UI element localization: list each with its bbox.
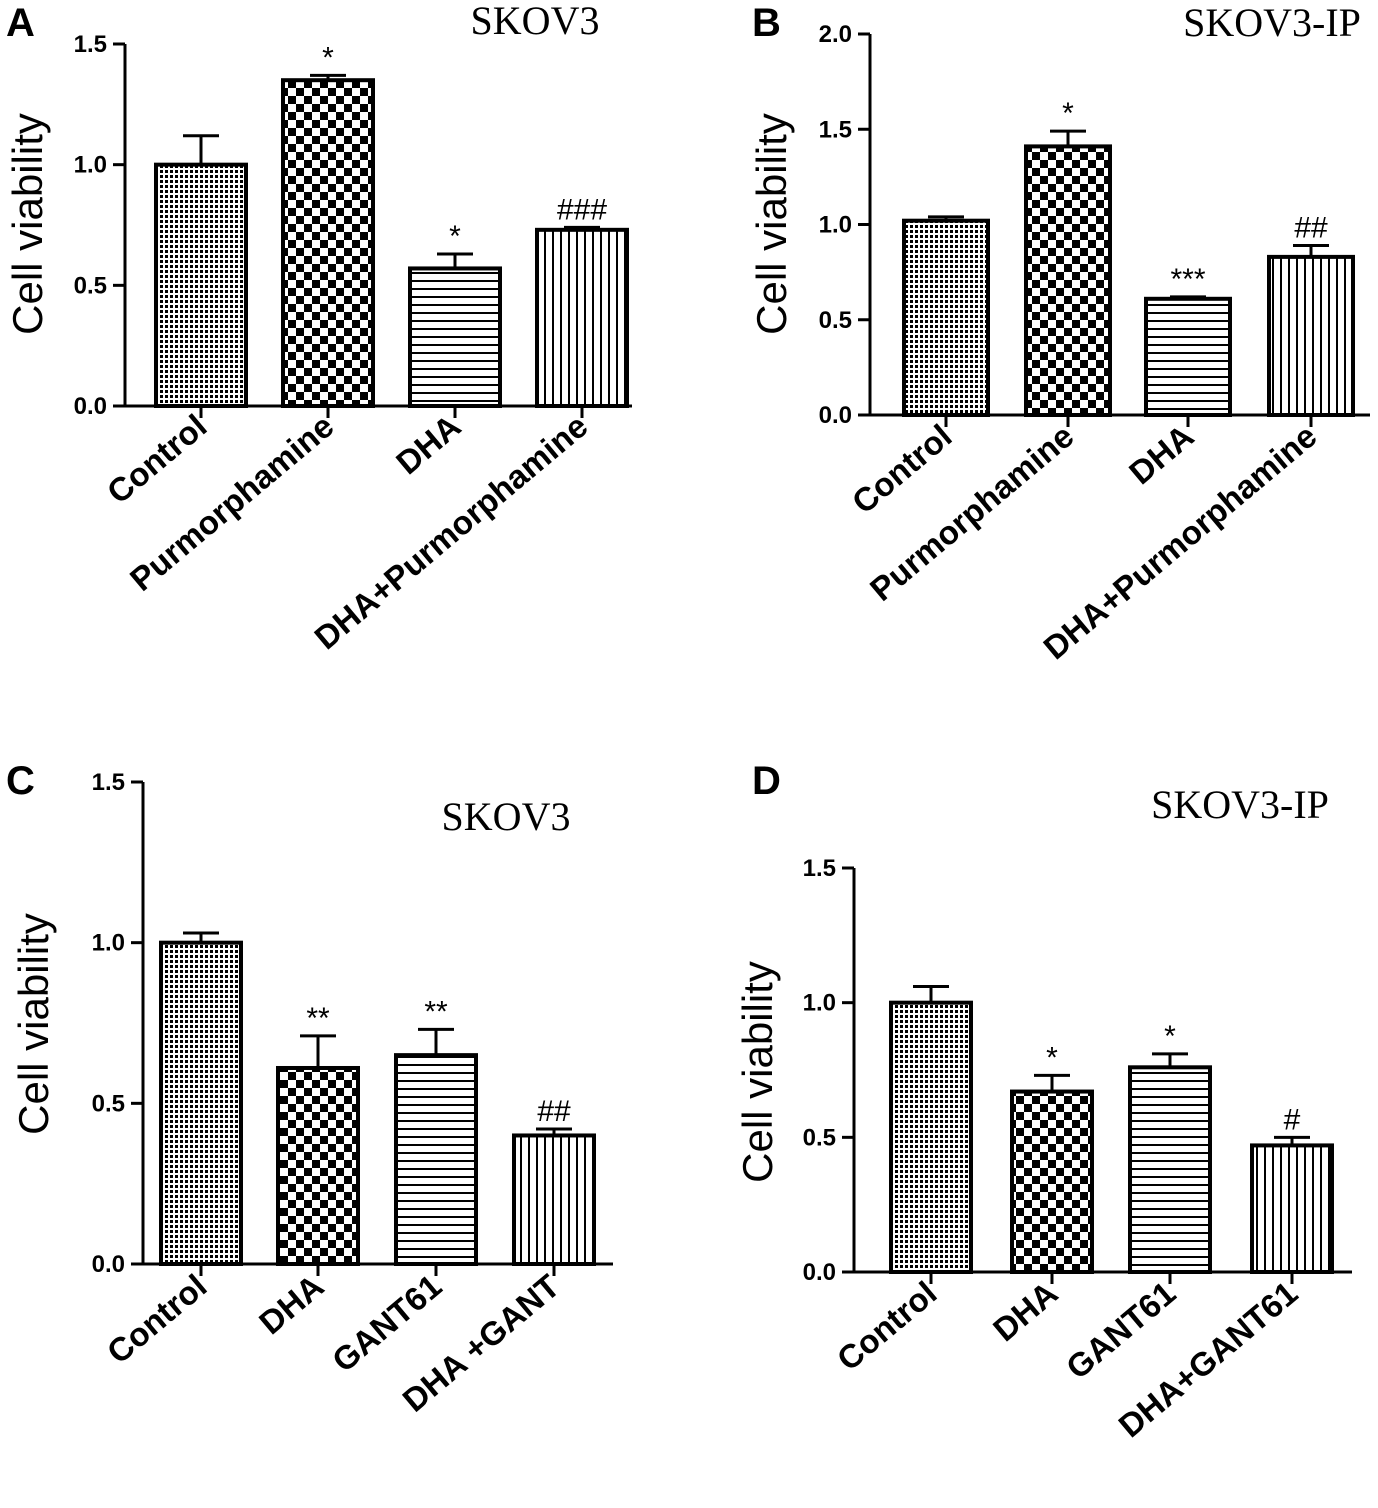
y-tick-label: 0.0 — [803, 1259, 836, 1286]
bar-2 — [281, 78, 375, 408]
significance-label: ** — [424, 995, 448, 1028]
significance-label: * — [449, 220, 461, 253]
bar-1 — [889, 1000, 973, 1275]
bar-3 — [1128, 1065, 1212, 1274]
y-tick-label: 0.5 — [74, 272, 107, 299]
y-tick-label: 0.0 — [819, 402, 852, 429]
y-tick-label: 0.0 — [74, 393, 107, 420]
significance-label: * — [1046, 1041, 1058, 1074]
y-axis-label: Cell viability — [4, 113, 51, 335]
x-tick-label: GANT61 — [1059, 1274, 1183, 1386]
panel-letter: C — [6, 759, 35, 803]
significance-label: *** — [1170, 263, 1205, 296]
y-tick-label: 1.5 — [74, 31, 107, 58]
chart-title: SKOV3 — [471, 0, 600, 43]
chart-title: SKOV3 — [442, 794, 571, 839]
bar-2 — [1024, 144, 1112, 418]
y-tick-label: 1.0 — [74, 152, 107, 179]
x-tick-label: Control — [845, 417, 959, 521]
x-tick-label: Purmorphamine — [863, 417, 1081, 608]
y-tick-label: 0.5 — [819, 307, 852, 334]
bar-2 — [1010, 1089, 1094, 1274]
y-tick-label: 1.0 — [92, 930, 125, 957]
panel-letter: A — [6, 1, 35, 45]
chart-panel-a: A SKOV3 Cell viability 0.0 0.5 1.0 1.5 Control *… — [4, 0, 632, 656]
x-tick-label: DHA — [389, 407, 468, 481]
y-tick-label: 1.5 — [819, 116, 852, 143]
x-tick-label: DHA — [1122, 417, 1201, 491]
bar-2 — [276, 1065, 360, 1267]
bar-1 — [159, 940, 243, 1267]
y-tick-label: 0.5 — [92, 1090, 125, 1117]
y-tick-label: 2.0 — [819, 21, 852, 48]
y-axis-label: Cell viability — [10, 913, 57, 1135]
bar-1 — [154, 162, 248, 408]
significance-label: # — [1284, 1103, 1301, 1136]
x-tick-label: Control — [100, 1267, 214, 1371]
bar-3 — [394, 1053, 478, 1266]
significance-label: ## — [1294, 211, 1328, 244]
significance-label: * — [1062, 97, 1074, 130]
y-tick-label: 1.5 — [803, 855, 836, 882]
chart-title: SKOV3-IP — [1183, 0, 1361, 45]
panel-letter: D — [752, 759, 781, 803]
y-tick-label: 0.5 — [803, 1124, 836, 1151]
bar-3 — [1144, 296, 1232, 418]
significance-label: ### — [557, 193, 607, 226]
significance-label: ## — [537, 1095, 571, 1128]
significance-label: ** — [306, 1002, 330, 1035]
y-tick-label: 1.0 — [819, 212, 852, 239]
chart-panel-b: B SKOV3-IP Cell viability 0.0 0.5 1.0 1.5 2.0 Co… — [748, 0, 1370, 666]
chart-panel-d: D SKOV3-IP Cell viability 0.0 0.5 1.0 1.5 Contr… — [734, 759, 1352, 1444]
chart-panel-c: C SKOV3 Cell viability 0.0 0.5 1.0 1.5 Control *… — [6, 759, 613, 1419]
significance-label: * — [1164, 1020, 1176, 1053]
chart-title: SKOV3-IP — [1151, 782, 1329, 827]
x-tick-label: Control — [830, 1274, 944, 1378]
x-tick-label: DHA — [252, 1267, 331, 1341]
significance-label: * — [322, 41, 334, 74]
y-axis-label: Cell viability — [748, 113, 795, 335]
bar-4 — [535, 227, 629, 408]
y-tick-label: 1.0 — [803, 990, 836, 1017]
y-axis-label: Cell viability — [734, 961, 781, 1183]
bar-4 — [512, 1133, 596, 1267]
bar-4 — [1250, 1143, 1334, 1274]
x-tick-label: Control — [100, 407, 214, 511]
bar-1 — [902, 218, 990, 417]
y-tick-label: 0.0 — [92, 1251, 125, 1278]
bar-3 — [408, 266, 502, 408]
panel-letter: B — [752, 1, 781, 45]
x-tick-label: DHA — [986, 1274, 1065, 1348]
y-tick-label: 1.5 — [92, 769, 125, 796]
bar-4 — [1267, 254, 1355, 418]
